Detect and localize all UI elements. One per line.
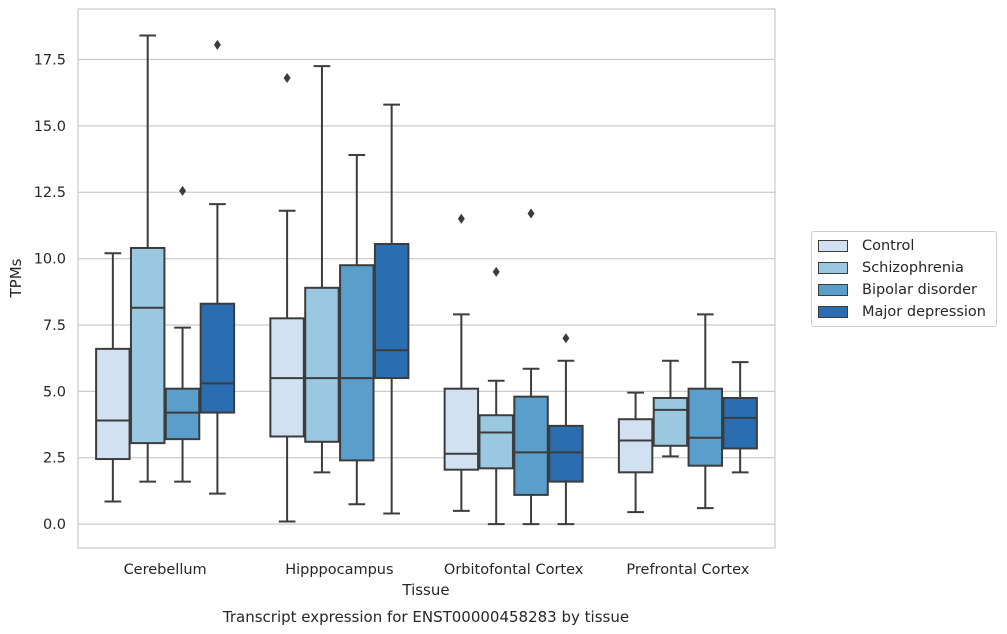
box-prefrontal-cortex-major-depression	[722, 361, 758, 474]
y-tick-label: 10.0	[34, 252, 66, 268]
plot-area-frame	[77, 8, 776, 549]
legend-item-control: Control	[818, 236, 914, 256]
legend-swatch-control	[818, 240, 848, 252]
x-tick-label-cerebellum: Cerebellum	[124, 562, 207, 578]
y-tick-label: 5.0	[43, 384, 66, 400]
x-tick-label-prefrontal-cortex: Prefrontal Cortex	[626, 562, 749, 578]
legend-label-major-depression: Major depression	[862, 304, 986, 320]
box-iqr	[304, 286, 340, 443]
outlier-point	[562, 333, 570, 344]
box-prefrontal-cortex-bipolar-disorder	[687, 313, 724, 510]
y-tick-label: 17.5	[34, 52, 66, 68]
box-cerebellum-major-depression	[199, 39, 236, 495]
legend-label-control: Control	[862, 238, 915, 254]
legend-swatch-schizophrenia	[818, 262, 848, 274]
box-iqr	[443, 387, 480, 471]
box-orbitofontal-cortex-schizophrenia	[478, 266, 514, 526]
y-tick-label: 0.0	[43, 517, 66, 533]
y-axis-label: TPMs	[7, 258, 25, 298]
box-hipppocampus-schizophrenia	[304, 65, 340, 474]
box-iqr	[513, 395, 549, 496]
box-iqr	[164, 387, 201, 441]
box-hipppocampus-major-depression	[373, 103, 410, 515]
box-prefrontal-cortex-control	[617, 391, 654, 514]
legend-item-major-depression: Major depression	[818, 302, 986, 322]
box-cerebellum-control	[95, 252, 131, 503]
box-prefrontal-cortex-schizophrenia	[652, 359, 689, 458]
chart-title: Transcript expression for ENST0000045828…	[222, 608, 629, 626]
legend-item-bipolar-disorder: Bipolar disorder	[818, 280, 977, 300]
legend-item-schizophrenia: Schizophrenia	[818, 258, 964, 278]
box-iqr	[617, 418, 654, 474]
legend-label-schizophrenia: Schizophrenia	[862, 260, 964, 276]
legend-label-bipolar-disorder: Bipolar disorder	[862, 282, 977, 298]
box-iqr	[199, 302, 236, 414]
box-iqr	[373, 242, 410, 380]
box-orbitofontal-cortex-bipolar-disorder	[513, 208, 549, 526]
outlier-point	[179, 185, 187, 196]
legend: Control Schizophrenia Bipolar disorder M…	[811, 231, 997, 327]
outlier-point	[283, 73, 291, 84]
outlier-point	[492, 266, 500, 277]
box-iqr	[722, 396, 758, 450]
box-iqr	[129, 246, 166, 445]
box-iqr	[478, 414, 514, 470]
y-tick-label: 2.5	[43, 451, 66, 467]
box-iqr	[548, 424, 584, 483]
outlier-point	[527, 208, 535, 219]
legend-swatch-major-depression	[818, 306, 848, 318]
box-orbitofontal-cortex-control	[443, 213, 480, 512]
x-axis-label: Tissue	[401, 581, 449, 599]
box-iqr	[652, 396, 689, 447]
box-cerebellum-bipolar-disorder	[164, 185, 201, 483]
outlier-point	[213, 39, 221, 50]
box-plot-boxes	[95, 34, 758, 526]
x-tick-label-orbitofontal-cortex: Orbitofontal Cortex	[444, 562, 584, 578]
box-iqr	[95, 347, 131, 461]
y-tick-label: 12.5	[34, 185, 66, 201]
y-tick-label: 7.5	[43, 318, 66, 334]
box-hipppocampus-control	[269, 73, 305, 523]
y-tick-label: 15.0	[34, 119, 66, 135]
legend-swatch-bipolar-disorder	[818, 284, 848, 296]
y-axis-ticks: 0.0 2.5 5.0 7.5 10.0 12.5 15.0 17.5	[34, 52, 66, 533]
box-iqr	[687, 387, 724, 467]
box-orbitofontal-cortex-major-depression	[548, 333, 584, 526]
box-cerebellum-schizophrenia	[129, 34, 166, 483]
box-iqr	[339, 264, 375, 462]
outlier-point	[457, 213, 465, 224]
box-hipppocampus-bipolar-disorder	[339, 154, 375, 506]
x-axis-ticks: Cerebellum Hipppocampus Orbitofontal Corte…	[124, 562, 750, 578]
x-tick-label-hipppocampus: Hipppocampus	[285, 562, 393, 578]
